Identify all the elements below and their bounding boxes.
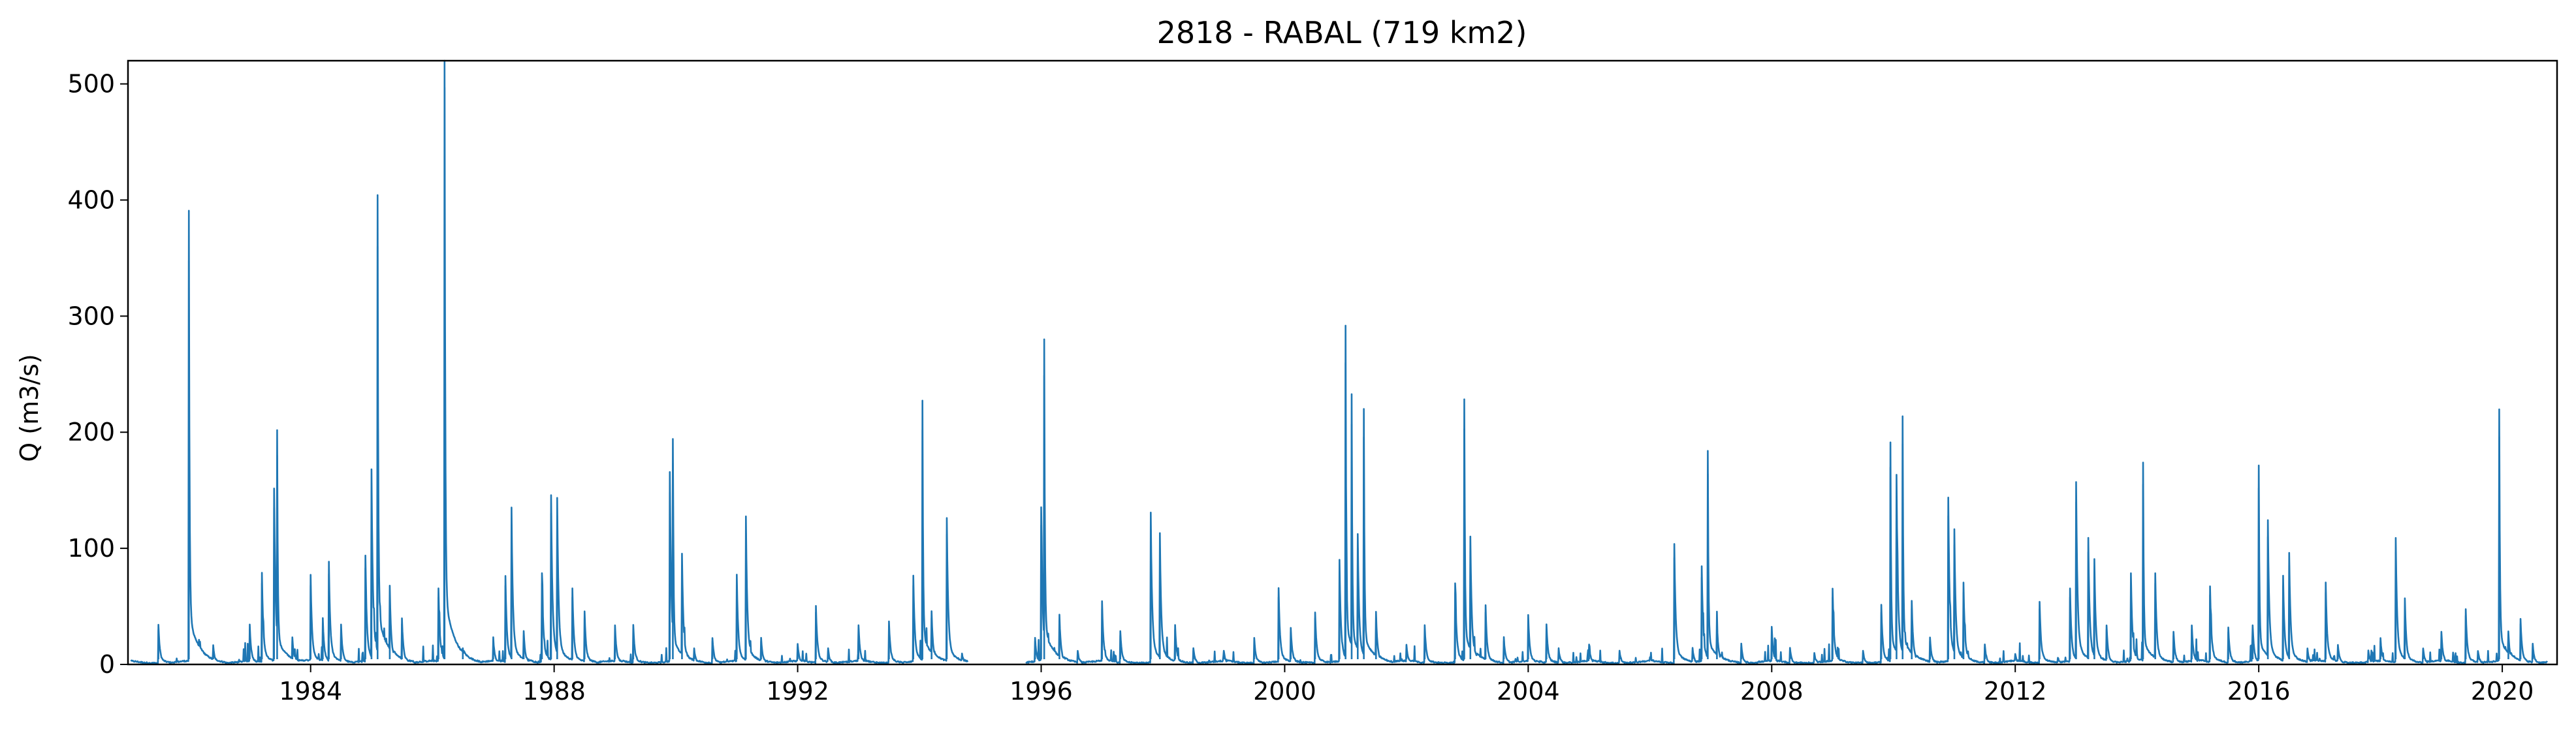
discharge-series-line [1025,324,2549,665]
x-tick-label: 2004 [1497,677,1560,706]
x-tick-label: 2020 [2471,677,2534,706]
y-tick-label: 400 [67,185,115,214]
x-tick-label: 2000 [1253,677,1316,706]
discharge-series-line [130,59,969,665]
series-layer [130,59,2549,665]
x-tick-label: 1996 [1010,677,1073,706]
x-tick-label: 1988 [522,677,586,706]
y-tick-label: 500 [67,70,115,99]
y-tick-label: 100 [67,534,115,563]
x-tick-label: 1992 [766,677,829,706]
y-axis-label: Q (m3/s) [15,354,44,461]
x-tick-label: 1984 [279,677,342,706]
x-tick-label: 2012 [1984,677,2047,706]
x-axis: 1984 1988 1992 1996 2000 2004 2008 2012 2016 2020 [279,664,2534,706]
y-tick-label: 200 [67,418,115,446]
plot-frame [127,59,2558,666]
y-tick-label: 0 [99,650,115,679]
y-axis: 0 100 200 300 400 500 [67,70,128,679]
x-tick-label: 2016 [2227,677,2291,706]
chart-title: 2818 - RABAL (719 km2) [1157,15,1527,50]
plot-area [127,59,2558,666]
x-tick-label: 2008 [1740,677,1804,706]
y-tick-label: 300 [67,302,115,330]
